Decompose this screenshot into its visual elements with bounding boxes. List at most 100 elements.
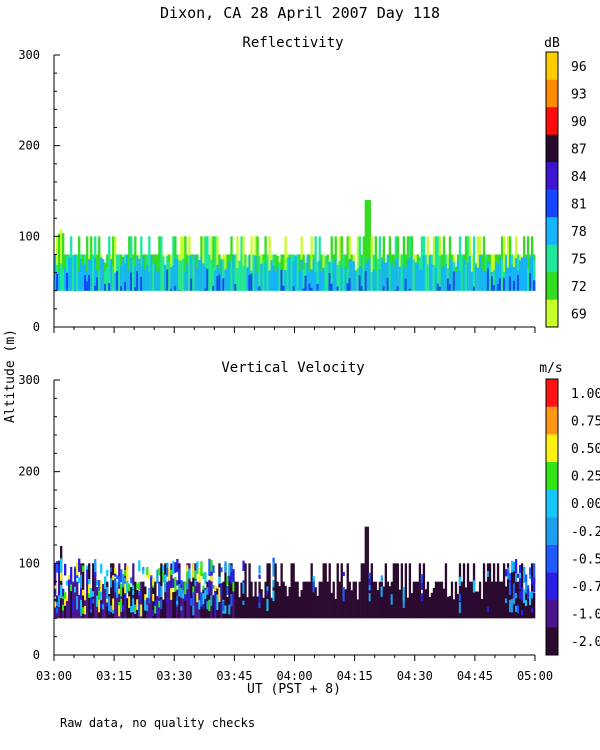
reflectivity-echo-core	[94, 257, 97, 291]
reflectivity-echo-core	[122, 256, 125, 291]
reflectivity-echo-core	[260, 263, 263, 291]
velocity-echo-streak	[60, 584, 63, 599]
velocity-echo-streak	[508, 599, 512, 613]
x-tick-label: 04:00	[276, 669, 312, 683]
reflectivity-echo-core	[524, 256, 528, 291]
reflectivity-echo-core	[222, 259, 225, 291]
velocity-echo-streak	[160, 599, 163, 610]
reflectivity-echo-column	[370, 236, 373, 291]
velocity-echo-streak	[158, 568, 161, 576]
velocity-echo-streak	[218, 576, 221, 584]
reflectivity-echo-core	[76, 265, 79, 291]
reflectivity-echo-core	[174, 257, 177, 291]
velocity-echo-column	[446, 596, 450, 619]
velocity-echo-streak	[258, 574, 261, 579]
x-tick-label: 04:30	[397, 669, 433, 683]
reflectivity-echo-strong	[212, 285, 215, 291]
reflectivity-echo-core	[356, 268, 359, 291]
reflectivity-echo-column	[256, 236, 259, 291]
reflectivity-echo-core	[480, 269, 484, 291]
velocity-echo-streak	[116, 575, 119, 580]
velocity-echo-column	[450, 581, 454, 619]
velocity-echo-streak	[158, 583, 161, 598]
velocity-panel: Vertical Velocity 0 100 200 300 03:00 03:15 03…	[18, 360, 600, 683]
reflectivity-echo-core	[270, 260, 273, 291]
velocity-echo-streak	[510, 560, 514, 572]
velocity-echo-column	[330, 592, 333, 619]
velocity-echo-streak	[368, 578, 371, 591]
velocity-echo-streak	[232, 569, 235, 583]
velocity-echo-streak	[530, 591, 534, 599]
colorbar-swatch	[546, 434, 558, 462]
reflectivity-echo-core	[266, 261, 269, 291]
velocity-echo-streak	[118, 605, 121, 617]
velocity-echo-streak	[148, 598, 151, 604]
velocity-echo-streak	[112, 598, 115, 613]
reflectivity-echo-core	[294, 255, 297, 291]
velocity-echo-column	[210, 563, 213, 619]
velocity-echo-streak	[390, 594, 393, 605]
reflectivity-echo-column	[114, 236, 117, 291]
velocity-echo-streak	[80, 587, 83, 602]
velocity-echo-streak	[174, 562, 177, 573]
reflectivity-echo-strong	[86, 281, 89, 291]
velocity-echo-column	[158, 581, 161, 619]
colorbar-swatch	[546, 107, 558, 135]
velocity-echo-column	[476, 591, 480, 619]
velocity-echo-column	[278, 586, 281, 619]
reflectivity-echo-core	[388, 262, 391, 291]
velocity-echo-column	[56, 595, 59, 619]
velocity-echo-streak	[110, 577, 113, 588]
reflectivity-echo-core	[462, 259, 466, 291]
velocity-echo-column	[306, 581, 309, 619]
velocity-echo-streak	[100, 580, 103, 592]
velocity-echo-streak	[518, 578, 522, 590]
velocity-echo-column	[328, 563, 331, 619]
reflectivity-echo-core	[306, 254, 309, 291]
velocity-echo-streak	[120, 598, 123, 612]
velocity-echo-streak	[258, 565, 261, 574]
reflectivity-echo-core	[230, 260, 233, 291]
velocity-echo-column	[228, 563, 231, 619]
velocity-echo-streak	[108, 596, 111, 611]
velocity-echo-column	[338, 581, 341, 619]
velocity-echo-streak	[524, 574, 528, 586]
reflectivity-echo-strong	[136, 271, 139, 291]
reflectivity-echo-column	[216, 236, 219, 291]
velocity-echo-column	[462, 563, 466, 619]
reflectivity-echo-core	[332, 261, 335, 291]
velocity-echo-streak	[82, 607, 85, 614]
velocity-echo-streak	[124, 592, 127, 607]
y-tick-label: 200	[18, 139, 40, 153]
velocity-echo-column	[368, 588, 371, 619]
velocity-echo-streak	[84, 593, 87, 601]
colorbar-swatch	[546, 162, 558, 190]
velocity-echo-streak	[90, 587, 93, 602]
velocity-echo-streak	[230, 565, 233, 573]
velocity-echo-streak	[100, 603, 103, 609]
reflectivity-echo-strong	[448, 284, 452, 291]
velocity-echo-streak	[124, 569, 127, 576]
velocity-echo-streak	[162, 565, 165, 572]
reflectivity-echo-column	[128, 236, 131, 291]
reflectivity-echo-strong	[234, 283, 237, 291]
x-tick-label: 04:15	[337, 669, 373, 683]
velocity-echo-streak	[194, 580, 197, 586]
reflectivity-echo-core	[278, 262, 281, 291]
reflectivity-echo-column	[184, 236, 187, 291]
velocity-echo-streak	[154, 600, 157, 607]
velocity-echo-streak	[192, 586, 195, 595]
velocity-echo-streak	[458, 576, 462, 586]
reflectivity-echo-core	[526, 268, 530, 291]
reflectivity-echo-core	[112, 266, 115, 291]
reflectivity-echo-column	[56, 236, 59, 291]
reflectivity-echo-strong	[166, 269, 169, 291]
reflectivity-echo-core	[104, 270, 107, 291]
velocity-echo-column	[370, 563, 373, 619]
reflectivity-echo-core	[182, 258, 185, 291]
velocity-echo-column	[342, 598, 345, 619]
velocity-echo-streak	[152, 594, 155, 602]
velocity-echo-streak	[420, 581, 424, 590]
velocity-echo-column	[434, 581, 438, 619]
velocity-echo-streak	[80, 574, 83, 589]
